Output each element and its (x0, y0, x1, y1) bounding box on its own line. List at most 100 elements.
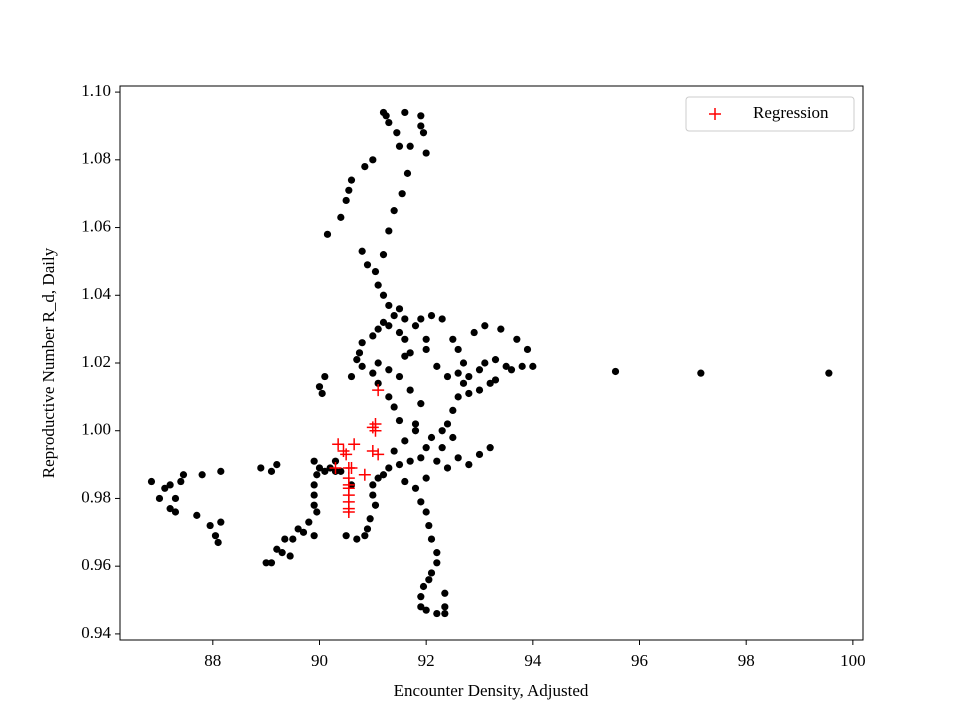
point (465, 389, 473, 398)
point (353, 535, 361, 543)
point (395, 460, 404, 469)
point (425, 576, 433, 584)
y-tick-label: 1.00 (81, 420, 111, 439)
point (401, 352, 409, 360)
point (166, 505, 174, 513)
point (417, 498, 425, 506)
point (299, 528, 308, 536)
point (171, 508, 180, 516)
point (310, 491, 318, 499)
point (419, 129, 428, 137)
point (401, 335, 409, 343)
point (342, 532, 350, 540)
point (395, 372, 404, 381)
point (406, 142, 414, 150)
y-tick-label: 1.04 (81, 284, 111, 303)
point (398, 190, 406, 198)
plus-marker (366, 421, 379, 434)
point (518, 362, 526, 370)
point (345, 186, 353, 194)
point (281, 535, 289, 543)
point (486, 379, 494, 387)
y-tick-label: 1.10 (81, 81, 111, 100)
point (401, 437, 409, 445)
point (454, 393, 462, 401)
point (417, 454, 425, 462)
point (411, 420, 420, 428)
legend-label: Regression (753, 103, 829, 122)
x-tick-label: 100 (840, 651, 866, 670)
point (459, 359, 468, 367)
point (438, 427, 446, 435)
point (497, 325, 505, 333)
point (155, 494, 164, 503)
point (358, 339, 366, 347)
point (470, 328, 478, 337)
point (390, 207, 398, 215)
plus-marker (345, 461, 358, 474)
point (449, 406, 457, 415)
point (454, 369, 462, 377)
point (369, 369, 377, 377)
y-tick-label: 0.98 (81, 487, 111, 506)
point (310, 481, 318, 489)
point (358, 247, 366, 255)
point (337, 467, 345, 475)
point (385, 118, 393, 127)
point (417, 122, 425, 130)
point (422, 474, 430, 482)
point (262, 559, 270, 567)
point (273, 545, 281, 553)
point (366, 515, 374, 523)
point (171, 494, 180, 503)
point (454, 454, 462, 462)
point (371, 267, 380, 276)
point (217, 467, 225, 475)
point (166, 481, 174, 489)
point (193, 511, 201, 519)
point (257, 464, 265, 472)
point (443, 464, 452, 472)
point (315, 464, 324, 472)
point (385, 227, 393, 235)
y-tick-label: 0.94 (81, 623, 111, 642)
y-tick-label: 0.96 (81, 555, 111, 574)
point (305, 518, 313, 526)
point (411, 322, 420, 330)
point (206, 521, 214, 530)
point (401, 315, 409, 323)
x-tick-label: 94 (524, 651, 542, 670)
plus-marker (369, 417, 382, 430)
plus-marker (342, 505, 355, 518)
point (347, 176, 356, 184)
point (441, 609, 449, 618)
point (147, 477, 156, 486)
point (361, 162, 369, 171)
point (465, 372, 473, 381)
plus-marker (340, 448, 353, 461)
point (475, 450, 484, 459)
point (411, 427, 420, 435)
point (278, 549, 286, 557)
point (321, 372, 329, 381)
x-axis-label: Encounter Density, Adjusted (394, 681, 589, 700)
point (385, 393, 393, 401)
point (374, 325, 382, 333)
plus-marker (372, 384, 385, 397)
point (337, 213, 345, 221)
point (433, 362, 441, 370)
point (177, 477, 185, 486)
point (419, 582, 428, 591)
point (369, 481, 377, 489)
point (475, 386, 484, 394)
y-tick-label: 1.08 (81, 149, 111, 168)
point (459, 379, 468, 387)
point (465, 460, 473, 469)
point (385, 366, 393, 374)
point (369, 491, 377, 499)
point (441, 589, 449, 597)
plus-marker (342, 478, 355, 491)
point (433, 559, 441, 567)
point (363, 525, 372, 533)
